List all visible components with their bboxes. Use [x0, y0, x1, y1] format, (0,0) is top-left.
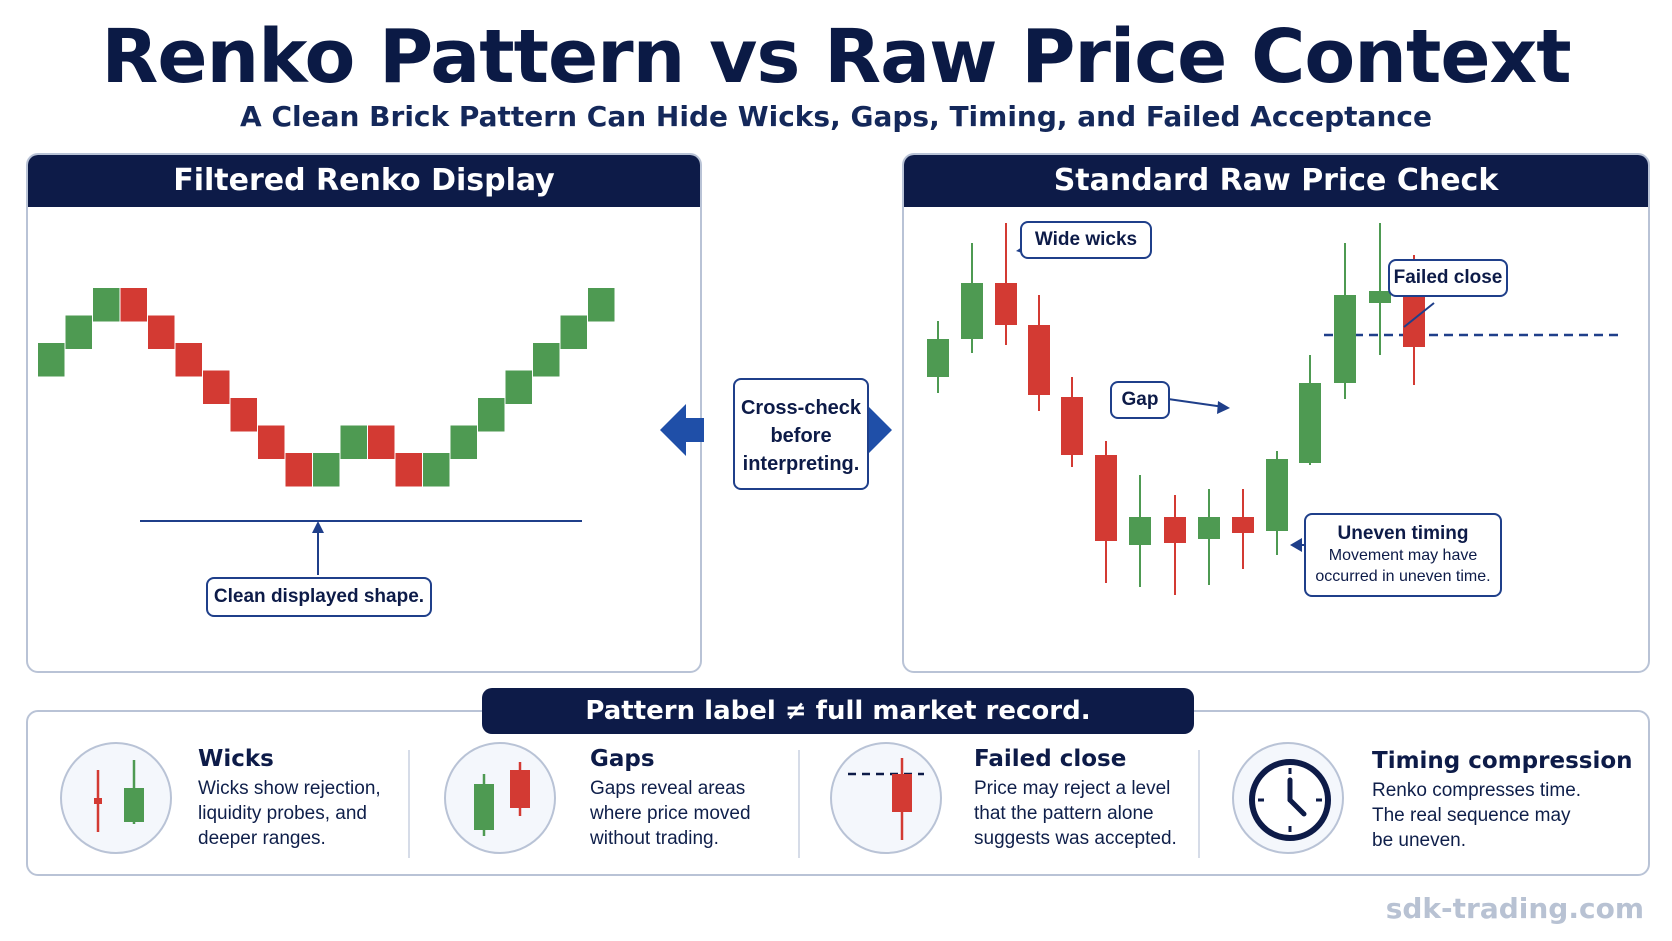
candle-14: [1369, 223, 1391, 355]
page-title: Renko Pattern vs Raw Price Context: [101, 14, 1571, 100]
divider: [1198, 750, 1200, 858]
renko-brick-down: [175, 343, 202, 377]
gap-arrow: [1167, 398, 1225, 408]
feature-line: be uneven.: [1372, 830, 1467, 851]
renko-brick-up: [93, 288, 120, 322]
candle-5: [1061, 377, 1083, 467]
renko-brick-up: [313, 453, 340, 487]
renko-brick-up: [450, 425, 477, 459]
renko-panel: Filtered Renko Display Clean displayed s…: [26, 153, 702, 673]
renko-brick-up: [505, 370, 532, 404]
renko-brick-down: [148, 315, 175, 349]
uneven-timing-title: Uneven timing: [1337, 523, 1469, 544]
feature-line: without trading.: [590, 828, 719, 849]
feature-text: Gaps reveal areas where price moved with…: [590, 776, 790, 851]
failed-close-callout: Failed close: [1388, 259, 1508, 297]
feature-text: Price may reject a level that the patter…: [974, 776, 1194, 851]
candle-3: [995, 223, 1017, 345]
gap-callout: Gap: [1110, 381, 1170, 419]
feature-text: Renko compresses time. The real sequence…: [1372, 778, 1602, 853]
feature-text: Wicks show rejection, liquidity probes, …: [198, 776, 408, 851]
failed-close-arrow: [1403, 302, 1435, 328]
candle-12: [1299, 355, 1321, 465]
raw-price-panel: Standard Raw Price Check Wide wicks Fail…: [902, 153, 1650, 673]
cross-check-line2: before: [770, 425, 832, 447]
candlestick-chart: [927, 223, 1624, 595]
renko-panel-header: Filtered Renko Display: [28, 155, 700, 207]
watermark: sdk-trading.com: [1385, 892, 1644, 925]
cross-check-arrows: [660, 404, 892, 456]
candle-10: [1232, 489, 1254, 569]
cross-check-line3: interpreting.: [742, 453, 860, 475]
clean-shape-callout: Clean displayed shape.: [206, 577, 432, 617]
feature-line: that the pattern alone: [974, 803, 1154, 824]
candle-13: [1334, 243, 1356, 399]
failed-close-icon: [830, 742, 942, 854]
renko-brick-up: [533, 343, 560, 377]
feature-line: Wicks show rejection,: [198, 778, 381, 799]
renko-brick-down: [230, 398, 257, 432]
clock-icon: [1232, 742, 1344, 854]
uneven-timing-callout: Uneven timing Movement may have occurred…: [1304, 513, 1502, 597]
uneven-timing-line1: Movement may have: [1328, 547, 1478, 564]
renko-brick-up: [340, 425, 367, 459]
candle-6: [1095, 441, 1117, 583]
candle-8: [1164, 495, 1186, 595]
renko-brick-up: [478, 398, 505, 432]
page-subtitle: A Clean Brick Pattern Can Hide Wicks, Ga…: [240, 100, 1432, 133]
feature-title: Timing compression: [1372, 748, 1633, 774]
renko-brick-down: [368, 425, 395, 459]
cross-check-line1: Cross-check: [740, 397, 862, 419]
renko-chart: [38, 288, 615, 575]
divider: [408, 750, 410, 858]
feature-line: suggests was accepted.: [974, 828, 1177, 849]
renko-brick-up: [38, 343, 65, 377]
renko-brick-up: [423, 453, 450, 487]
feature-title: Wicks: [198, 746, 274, 772]
uneven-timing-line2: occurred in uneven time.: [1315, 568, 1491, 585]
raw-price-panel-header: Standard Raw Price Check: [904, 155, 1648, 207]
candle-4: [1028, 295, 1050, 411]
candle-7: [1129, 475, 1151, 587]
feature-line: The real sequence may: [1372, 805, 1571, 826]
callout-arrowhead: [312, 521, 324, 533]
renko-brick-down: [120, 288, 147, 322]
feature-line: liquidity probes, and: [198, 803, 367, 824]
summary-banner: Pattern label ≠ full market record.: [482, 688, 1194, 734]
candle-11: [1266, 451, 1288, 555]
right-arrow-icon: [848, 404, 892, 456]
renko-brick-up: [560, 315, 587, 349]
feature-line: Gaps reveal areas: [590, 778, 746, 799]
feature-line: Price may reject a level: [974, 778, 1171, 799]
renko-brick-up: [65, 315, 92, 349]
candle-9: [1198, 489, 1220, 585]
cross-check-box: Cross-check before interpreting.: [733, 378, 869, 490]
left-arrow-icon: [660, 404, 704, 456]
gap-candles-icon: [444, 742, 556, 854]
feature-line: Renko compresses time.: [1372, 780, 1582, 801]
feature-line: where price moved: [590, 803, 751, 824]
candle-2: [961, 243, 983, 353]
renko-brick-down: [258, 425, 285, 459]
renko-brick-down: [395, 453, 422, 487]
feature-title: Failed close: [974, 746, 1127, 772]
feature-line: deeper ranges.: [198, 828, 326, 849]
renko-brick-down: [285, 453, 312, 487]
candle-1: [927, 321, 949, 393]
renko-brick-down: [203, 370, 230, 404]
wide-wicks-callout: Wide wicks: [1020, 221, 1152, 259]
divider: [798, 750, 800, 858]
renko-brick-up: [588, 288, 615, 322]
wick-candles-icon: [60, 742, 172, 854]
feature-title: Gaps: [590, 746, 655, 772]
